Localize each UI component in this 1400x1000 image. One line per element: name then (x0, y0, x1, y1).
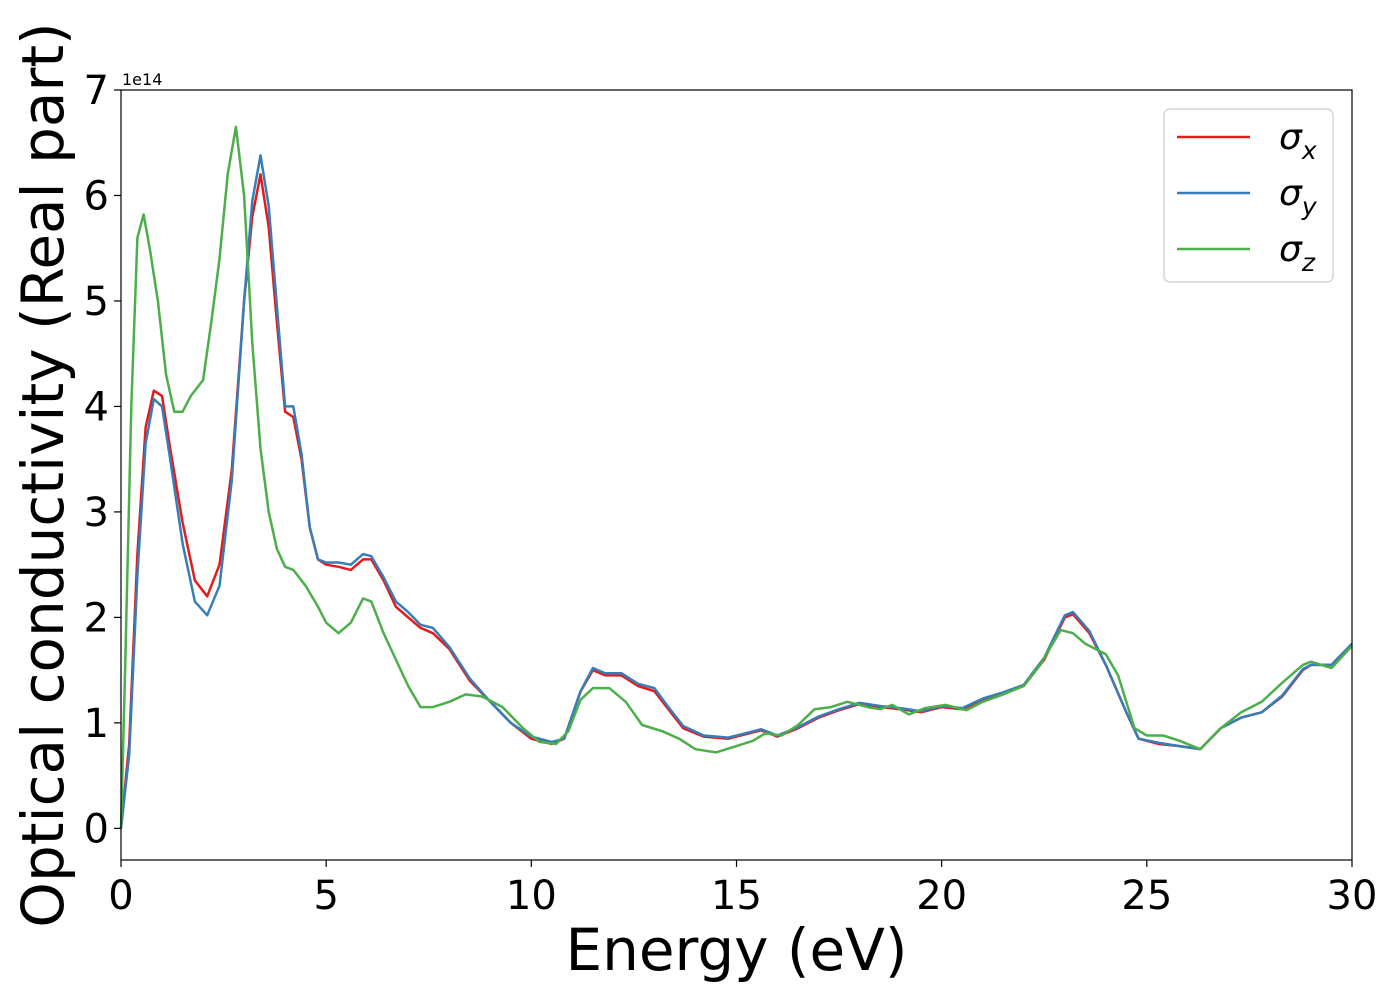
x-tick-label: 15 (711, 873, 762, 919)
y-offset-label: 1e14 (122, 70, 162, 89)
series-line-y (119, 154, 1353, 829)
y-axis-ticks: 0 1 2 3 4 5 6 7 (84, 68, 121, 852)
legend-label-y: σy (1279, 173, 1318, 221)
series-line-z (119, 125, 1353, 829)
x-axis-ticks: 0 5 10 15 20 25 30 (108, 860, 1377, 919)
x-tick-label: 25 (1121, 873, 1172, 919)
y-tick-label: 0 (84, 806, 109, 852)
legend-subscript: x (1301, 136, 1317, 165)
series-layer (119, 125, 1353, 829)
legend-subscript: y (1301, 192, 1318, 221)
legend-label-x: σx (1279, 117, 1317, 165)
x-tick-label: 30 (1327, 873, 1378, 919)
y-tick-label: 3 (84, 490, 109, 536)
x-tick-label: 0 (108, 873, 133, 919)
x-tick-label: 10 (506, 873, 557, 919)
legend-box (1163, 108, 1334, 283)
y-axis-label: Optical conductivity (Real part) (9, 22, 77, 927)
x-tick-label: 5 (313, 873, 338, 919)
y-tick-label: 7 (84, 68, 109, 114)
legend-symbol: σ (1279, 117, 1303, 158)
legend-symbol: σ (1279, 229, 1303, 270)
y-tick-label: 4 (84, 384, 109, 430)
legend-label-z: σz (1279, 229, 1316, 277)
y-tick-label: 2 (84, 595, 109, 641)
y-tick-label: 6 (84, 173, 109, 219)
legend-subscript: z (1301, 248, 1316, 277)
y-tick-label: 1 (84, 701, 109, 747)
legend-symbol: σ (1279, 173, 1303, 214)
x-axis-label: Energy (eV) (565, 916, 907, 984)
y-tick-label: 5 (84, 279, 109, 325)
x-tick-label: 20 (916, 873, 967, 919)
